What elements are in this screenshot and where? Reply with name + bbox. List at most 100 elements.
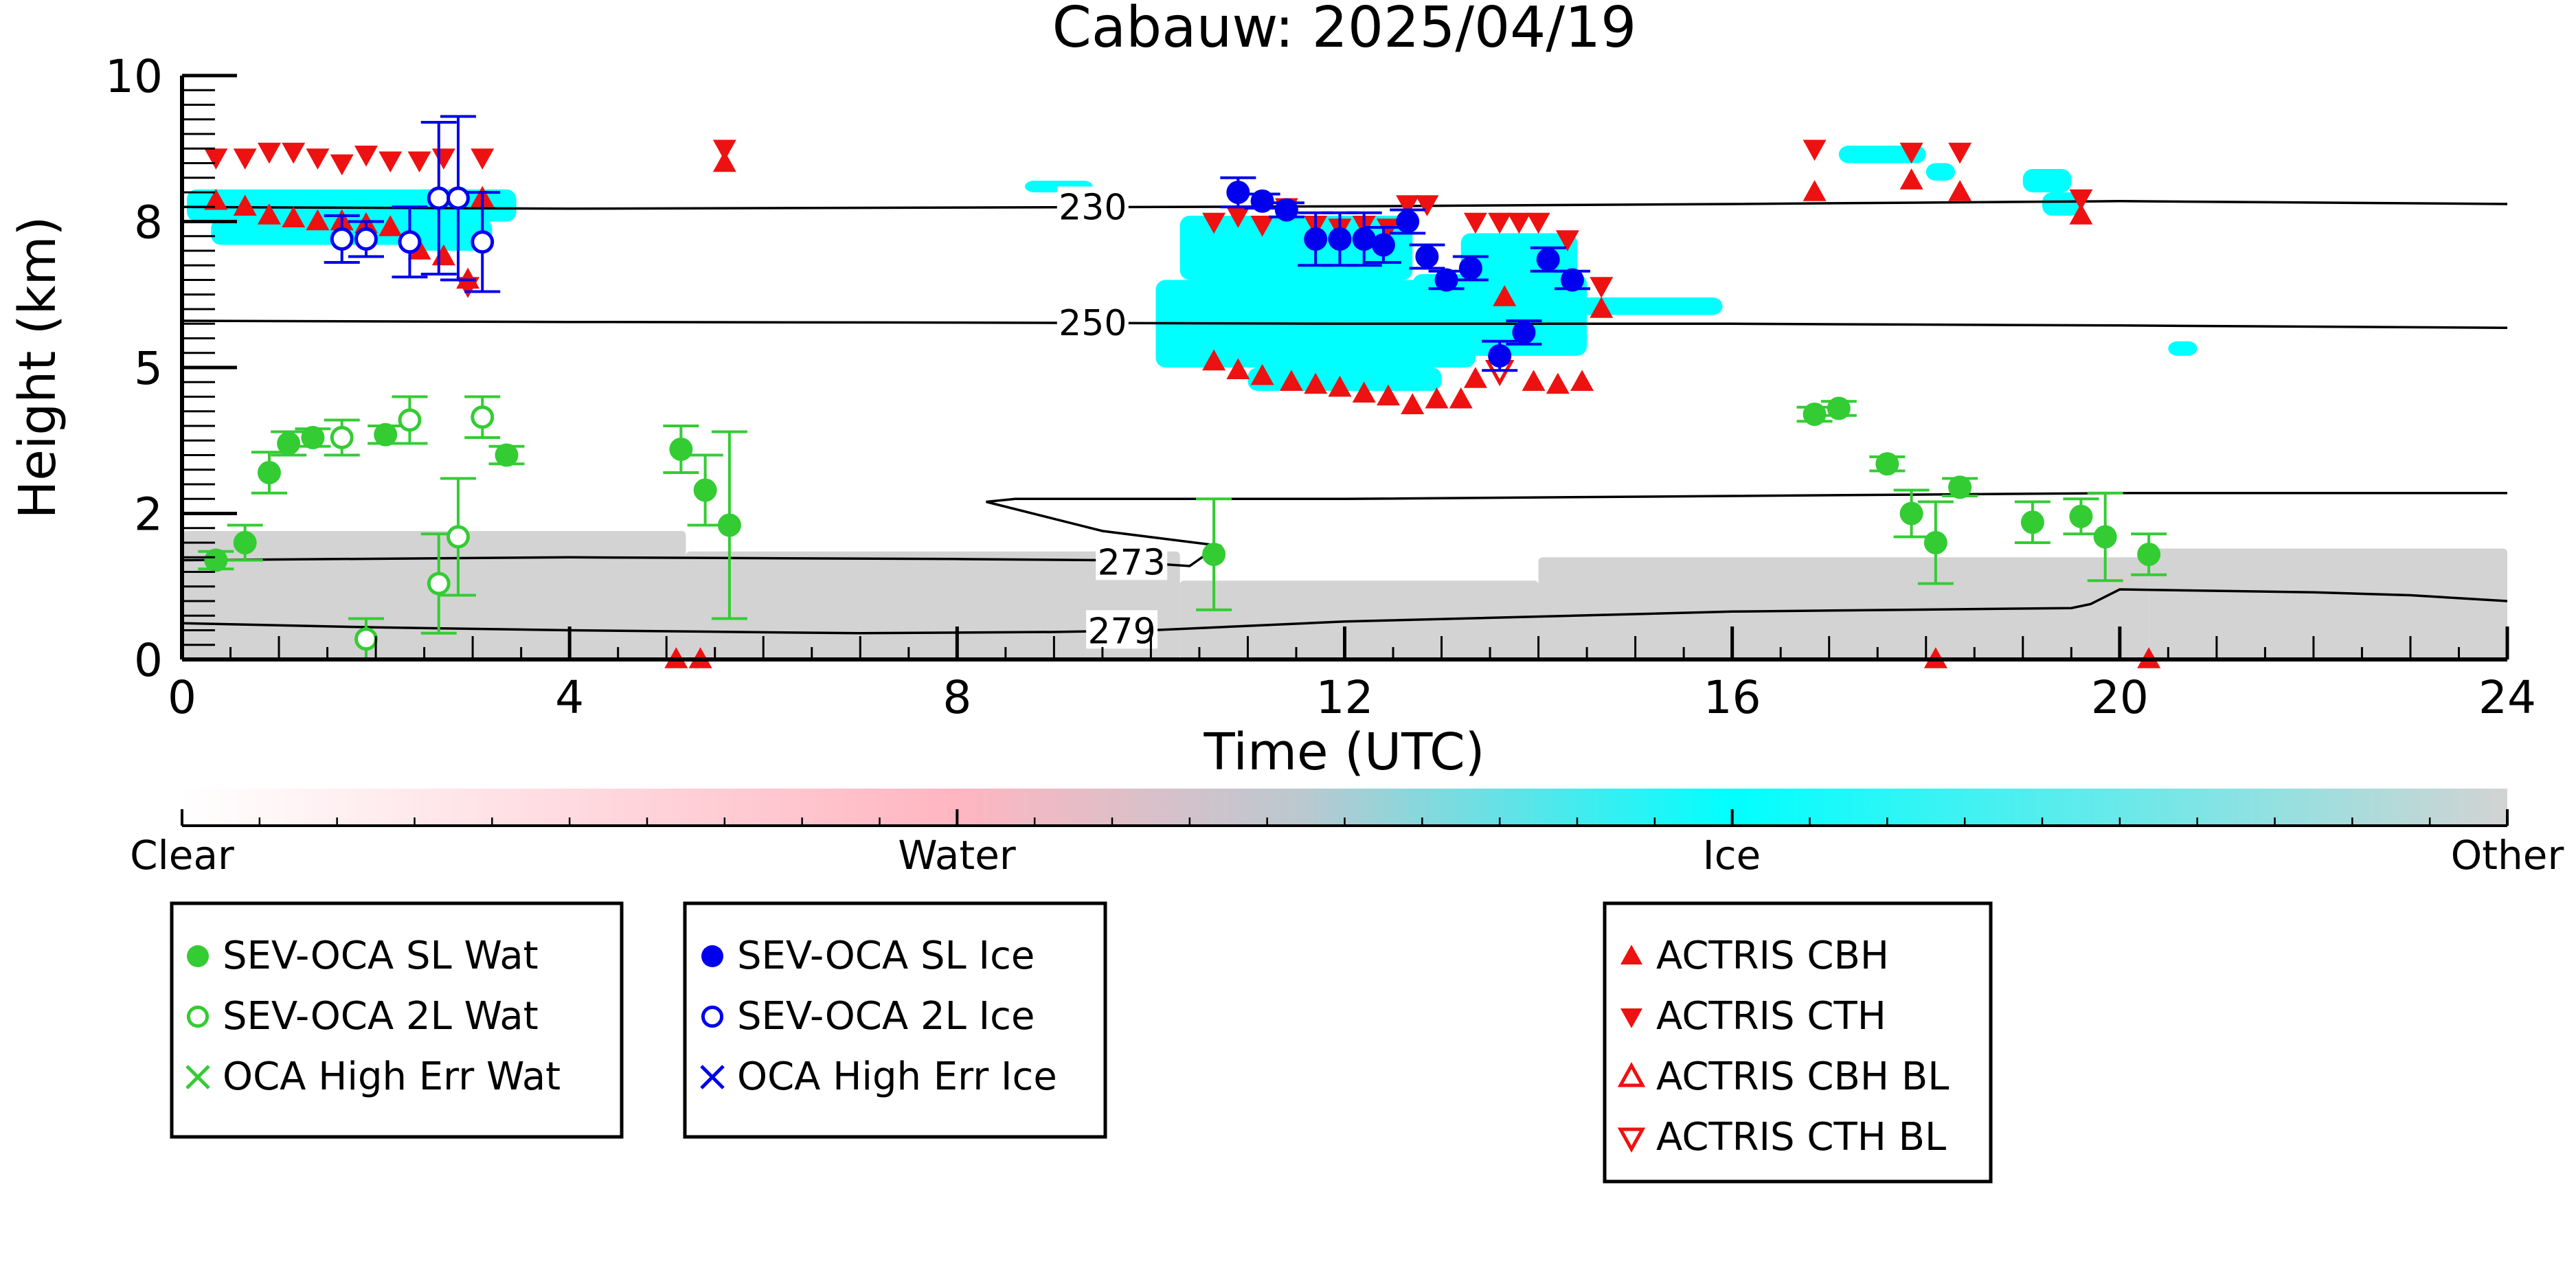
actris-cbh-marker	[1546, 372, 1570, 394]
ice-cloud-region	[2168, 341, 2197, 356]
actris-cth-marker	[1488, 212, 1512, 234]
colorbar-label-water: Water	[898, 832, 1016, 879]
sev-oca-2l-wat-point	[354, 627, 378, 651]
legend-label-actris-cth: ACTRIS CTH	[1656, 994, 1886, 1039]
ice-cloud-region	[1179, 216, 1413, 280]
sev-oca-sl-ice-point	[1226, 181, 1250, 204]
sev-oca-2l-ice-point	[330, 227, 354, 251]
sev-oca-sl-wat-point	[1948, 475, 1972, 499]
legend-marker-actris-cth-bl	[1617, 1127, 1646, 1153]
actris-cbh-marker	[1948, 180, 1972, 201]
x-tick-label: 20	[2091, 671, 2149, 724]
sev-oca-sl-wat-point	[2137, 543, 2161, 566]
contour-line-250	[182, 319, 2507, 329]
contour-label-273: 273	[1098, 542, 1166, 583]
sev-oca-sl-wat-point	[233, 531, 257, 554]
actris-cth-marker	[1415, 195, 1439, 216]
legend-marker-oca-high-err-ice	[700, 1065, 725, 1089]
colorbar-label-other: Other	[2451, 832, 2564, 879]
legend-label-sev-oca-sl-wat: SEV-OCA SL Wat	[223, 934, 539, 978]
sev-oca-sl-ice-point	[1458, 256, 1482, 280]
legend-marker-actris-cbh	[1620, 945, 1642, 964]
actris-cbh-marker	[379, 215, 403, 236]
other-cloud-region	[182, 531, 686, 659]
chart-title: Cabauw: 2025/04/19	[1052, 0, 1637, 60]
actris-cbh-marker	[1522, 370, 1546, 391]
actris-cth-marker	[1463, 212, 1487, 234]
sev-oca-sl-ice-point	[1560, 268, 1584, 292]
actris-cbh-marker	[233, 194, 257, 216]
actris-cbh-marker	[257, 203, 281, 225]
legend-marker-sev-oca-2l-wat	[186, 1005, 210, 1028]
sev-oca-2l-ice-point	[447, 186, 470, 210]
markers-layer	[198, 115, 2167, 668]
actris-cbh-marker	[1590, 297, 1614, 318]
colorbar-ticks	[181, 809, 2509, 826]
legend-label-oca-high-err-wat: OCA High Err Wat	[223, 1054, 561, 1099]
sev-oca-sl-ice-point	[1250, 189, 1274, 213]
y-axis-label: Height (km)	[8, 216, 67, 519]
other-cloud-region	[2149, 548, 2507, 659]
sev-oca-sl-wat-point	[693, 478, 717, 502]
actris-cbh-marker	[1328, 375, 1352, 397]
sev-oca-sl-ice-point	[1415, 245, 1439, 269]
actris-cth-marker	[1250, 216, 1274, 237]
y-ticks: 0 2 5 8 10	[105, 50, 237, 687]
contour-label-bg	[1057, 186, 1129, 225]
ice-cloud-region	[2022, 169, 2072, 192]
contour-line-230	[182, 200, 2507, 210]
ice-cloud-region	[2042, 192, 2081, 216]
y-tick-label: 8	[134, 196, 163, 249]
actris-cbh-marker	[1449, 387, 1473, 409]
legend-label-sev-oca-sl-ice: SEV-OCA SL Ice	[737, 934, 1035, 978]
actris-cth-marker	[1526, 212, 1550, 234]
colorbar-label-clear: Clear	[130, 832, 234, 879]
actris-cbh-marker	[1304, 372, 1328, 394]
x-tick-label: 8	[942, 671, 971, 724]
sev-oca-sl-wat-point	[1899, 501, 1923, 526]
actris-cth-marker	[204, 148, 228, 170]
actris-cth-marker	[1590, 277, 1614, 298]
legend-marker-sev-oca-sl-ice	[701, 945, 723, 967]
legend-ice: SEV-OCA SL Ice SEV-OCA 2L Ice OCA High Err…	[683, 901, 1107, 1139]
actris-cbh-marker	[407, 238, 431, 260]
actris-cth-marker	[1899, 142, 1923, 164]
sev-oca-sl-ice-point	[1328, 227, 1352, 251]
sev-oca-2l-wat-point	[330, 426, 354, 449]
y-tick-label: 10	[105, 50, 163, 103]
actris-cbh-marker	[1493, 285, 1517, 306]
contour-label-250: 250	[1059, 303, 1127, 344]
actris-cth-marker	[712, 139, 736, 161]
actris-cbh-marker	[1226, 358, 1250, 379]
actris-cth-marker	[257, 142, 281, 164]
actris-cth-marker	[282, 142, 306, 164]
actris-cth-marker	[1803, 139, 1827, 161]
sev-oca-sl-ice-point	[1434, 268, 1458, 292]
sev-oca-2l-ice-point	[398, 230, 422, 254]
sev-oca-sl-ice-point	[1304, 227, 1328, 251]
actris-cth-marker	[1376, 218, 1400, 240]
actris-cth-marker	[330, 154, 354, 176]
legend-label-actris-cth-bl: ACTRIS CTH BL	[1656, 1115, 1946, 1160]
sev-oca-2l-wat-point	[427, 572, 451, 596]
actris-cth-marker	[471, 148, 495, 170]
sev-oca-sl-wat-point	[2020, 510, 2044, 534]
ice-cloud-region	[1412, 274, 1588, 356]
sev-oca-sl-wat-point	[669, 438, 693, 461]
actris-cth-marker	[431, 148, 455, 170]
x-axis-label: Time (UTC)	[1203, 723, 1484, 782]
contour-label-279: 279	[1087, 611, 1155, 652]
ice-cloud-region	[1567, 297, 1723, 315]
sev-oca-2l-wat-point	[471, 405, 495, 429]
actris-cth-marker	[1948, 142, 1972, 164]
actris-cbh-marker	[1803, 180, 1827, 201]
temperature-contours: 230 250 273 279	[182, 186, 2507, 652]
sev-oca-sl-wat-point	[1202, 543, 1226, 566]
actris-cbh-marker	[712, 150, 736, 172]
sev-oca-sl-wat-point	[495, 443, 519, 467]
sev-oca-2l-ice-point	[471, 230, 495, 254]
actris-cbh-marker	[1279, 370, 1303, 391]
actris-cth-marker	[1396, 195, 1420, 216]
y-tick-label: 0	[134, 634, 163, 687]
other-cloud-region	[1538, 557, 2149, 659]
